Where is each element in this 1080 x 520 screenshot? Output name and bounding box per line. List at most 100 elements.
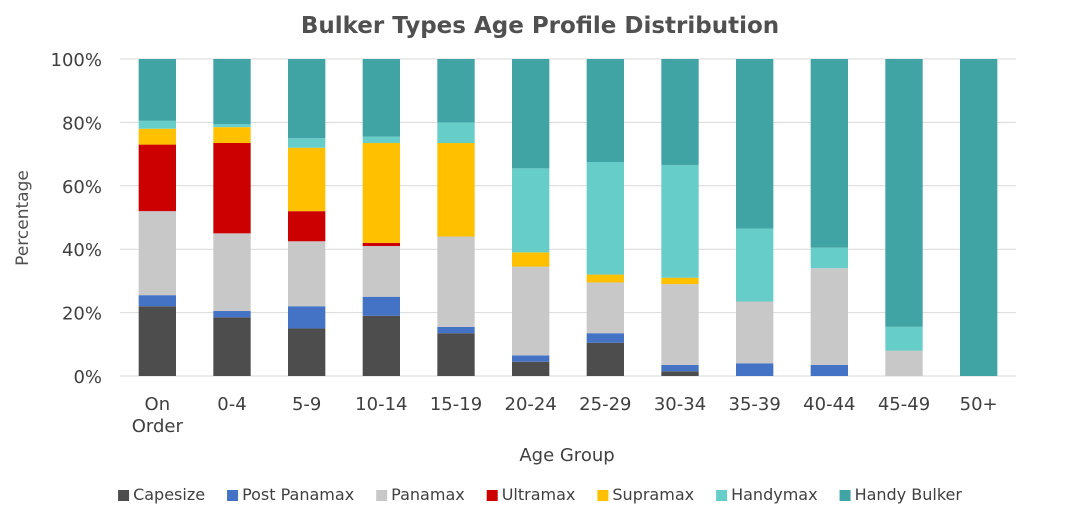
legend-swatch	[227, 490, 239, 501]
x-tick-label: 15-19	[430, 394, 482, 415]
bar-segment	[661, 371, 699, 376]
bar-segment	[885, 59, 923, 327]
bar-segment	[437, 122, 475, 144]
x-tick-label: 0-4	[217, 394, 246, 415]
bar-segment	[362, 143, 400, 243]
y-tick-label: 20%	[62, 304, 102, 325]
bar-segment	[138, 59, 176, 121]
y-axis-label: Percentage	[13, 170, 33, 266]
bar-segment	[288, 147, 326, 212]
bar-segment	[810, 364, 848, 376]
legend-label: Handymax	[731, 485, 817, 504]
bar-segment	[586, 162, 624, 275]
bar-segment	[661, 284, 699, 365]
bar-segment	[736, 363, 774, 376]
bar-segment	[512, 266, 550, 356]
bar-segment	[213, 233, 251, 312]
bar-segment	[138, 211, 176, 296]
bar-segment	[661, 59, 699, 166]
bar-segment	[512, 59, 550, 169]
bar-segment	[885, 326, 923, 351]
bars	[138, 59, 998, 376]
bar-segment	[736, 301, 774, 364]
bar-segment	[213, 123, 251, 128]
bar-segment	[288, 138, 326, 148]
x-tick-label: 40-44	[803, 394, 855, 415]
legend-item: Handymax	[716, 485, 818, 504]
x-tick-label: 30-34	[654, 394, 706, 415]
bar-segment	[288, 306, 326, 329]
bar-segment	[586, 274, 624, 283]
bar-segment	[437, 326, 475, 334]
bar-segment	[362, 296, 400, 316]
legend-swatch	[486, 490, 498, 501]
legend-item: Post Panamax	[227, 485, 354, 504]
x-axis-label: Age Group	[519, 445, 614, 466]
legend-label: Post Panamax	[242, 485, 354, 504]
bar-segment	[213, 127, 251, 144]
y-tick-label: 80%	[62, 113, 102, 134]
x-tick-label: 20-24	[505, 394, 557, 415]
bar-segment	[736, 228, 774, 302]
y-tick-label: 100%	[51, 50, 102, 71]
legend-swatch	[716, 490, 728, 501]
bar-segment	[512, 361, 550, 376]
bar-segment	[586, 342, 624, 376]
bar-segment	[810, 59, 848, 248]
bar-segment	[288, 241, 326, 307]
bar-segment	[288, 59, 326, 139]
x-tick-label: On Order	[132, 394, 184, 437]
bar-segment	[960, 59, 998, 376]
bar-segment	[736, 59, 774, 229]
bar-segment	[362, 59, 400, 137]
legend-item: Handy Bulker	[839, 485, 963, 504]
chart-title: Bulker Types Age Profile Distribution	[301, 13, 779, 39]
y-tick-label: 60%	[62, 177, 102, 198]
x-tick-label: 50+	[960, 394, 998, 415]
bar-segment	[362, 136, 400, 144]
gridlines	[120, 58, 1016, 377]
bar-segment	[661, 277, 699, 285]
x-tick-label: 10-14	[355, 394, 407, 415]
bar-segment	[213, 143, 251, 234]
bar-segment	[138, 144, 176, 212]
legend-label: Capesize	[133, 485, 205, 504]
bar-segment	[362, 246, 400, 297]
x-tick-label: 35-39	[729, 394, 781, 415]
legend-swatch	[118, 490, 130, 501]
legend-label: Handy Bulker	[855, 485, 963, 504]
legend-swatch	[597, 490, 609, 501]
bar-segment	[437, 59, 475, 123]
legend-item: Ultramax	[486, 485, 575, 504]
y-tick-label: 40%	[62, 240, 102, 261]
bar-segment	[661, 364, 699, 372]
y-tick-labels: 0% 20% 40% 60% 80% 100%	[51, 50, 102, 388]
legend-label: Supramax	[612, 485, 694, 504]
y-tick-label: 0%	[73, 367, 102, 388]
legend-label: Panamax	[391, 485, 465, 504]
bar-segment	[810, 247, 848, 269]
bar-segment	[138, 306, 176, 376]
legend-item: Panamax	[376, 485, 465, 504]
x-tick-label: 25-29	[579, 394, 631, 415]
legend: Capesize Post Panamax Panamax Ultramax Supra…	[118, 485, 962, 504]
bar-segment	[586, 333, 624, 343]
bar-segment	[213, 317, 251, 376]
bar-segment	[213, 59, 251, 124]
x-tick-labels: On Order 0-4 5-9 10-14 15-19 20-24 25-29 30-34 35…	[132, 394, 998, 437]
bar-segment	[138, 295, 176, 307]
x-tick-label: 5-9	[292, 394, 321, 415]
bar-segment	[213, 311, 251, 318]
bar-segment	[362, 315, 400, 376]
legend-item: Capesize	[118, 485, 205, 504]
bar-segment	[586, 282, 624, 334]
bar-segment	[362, 242, 400, 247]
bar-segment	[586, 59, 624, 163]
bar-segment	[810, 268, 848, 365]
bar-segment	[437, 143, 475, 237]
bar-segment	[885, 350, 923, 376]
legend-swatch	[839, 490, 851, 501]
bar-segment	[288, 211, 326, 242]
